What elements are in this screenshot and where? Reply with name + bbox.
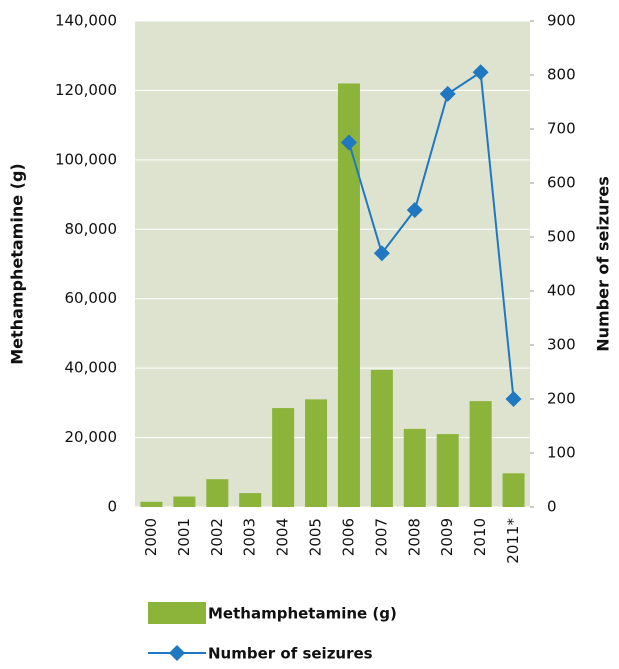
x-tick-label: 2006	[339, 518, 357, 556]
x-tick-label: 2000	[142, 518, 160, 556]
bar	[239, 493, 262, 507]
marker	[340, 134, 357, 151]
line	[347, 70, 515, 400]
marker	[439, 85, 456, 102]
y-tick-label: 120,000	[55, 81, 117, 99]
bar	[272, 408, 295, 507]
marker	[406, 202, 423, 218]
bar	[173, 496, 196, 507]
y2-tick-label: 600	[547, 174, 576, 192]
legend-label: Methamphetamine (g)	[208, 605, 397, 623]
x-tick-label: 2003	[241, 518, 259, 556]
y-tick-label: 60,000	[65, 289, 118, 307]
plot-area	[135, 21, 530, 507]
y2-tick-label: 900	[547, 12, 576, 30]
y-tick-label: 140,000	[55, 12, 117, 30]
bar	[337, 83, 360, 507]
legend-label: Number of seizures	[208, 645, 373, 663]
y-axis-title: Methamphetamine (g)	[8, 163, 27, 364]
y2-tick-label: 800	[547, 66, 576, 84]
y-tick-label: 0	[107, 498, 117, 516]
bar	[436, 434, 459, 507]
bar	[140, 501, 163, 507]
legend-marker	[169, 645, 185, 661]
marker	[472, 64, 489, 81]
bar	[206, 479, 229, 507]
y2-tick-label: 700	[547, 120, 576, 138]
x-tick-label: 2011*	[504, 518, 522, 564]
bar	[370, 369, 393, 507]
y2-tick-label: 0	[547, 498, 557, 516]
x-tick-label: 2005	[307, 518, 325, 556]
y-tick-label: 80,000	[65, 220, 118, 238]
x-tick-label: 2001	[175, 518, 193, 556]
marker	[505, 391, 522, 407]
y2-tick-label: 500	[547, 228, 576, 246]
bar	[403, 428, 426, 507]
y-tick-label: 20,000	[65, 428, 118, 446]
bar	[469, 401, 492, 507]
x-tick-label: 2002	[208, 518, 226, 556]
marker	[373, 245, 390, 262]
x-tick-label: 2007	[372, 518, 390, 556]
x-tick-label: 2008	[405, 518, 423, 556]
y-tick-label: 100,000	[55, 150, 117, 168]
y2-tick-label: 100	[547, 444, 576, 462]
bar	[305, 399, 328, 507]
bar	[502, 473, 525, 507]
y2-tick-label: 400	[547, 282, 576, 300]
legend-swatch	[148, 602, 206, 624]
x-tick-label: 2010	[471, 518, 489, 556]
y2-axis-title: Number of seizures	[594, 176, 613, 352]
y2-tick-label: 300	[547, 336, 576, 354]
y-tick-label: 40,000	[65, 359, 118, 377]
x-tick-label: 2004	[274, 518, 292, 556]
y2-tick-label: 200	[547, 390, 576, 408]
x-tick-label: 2009	[438, 518, 456, 556]
